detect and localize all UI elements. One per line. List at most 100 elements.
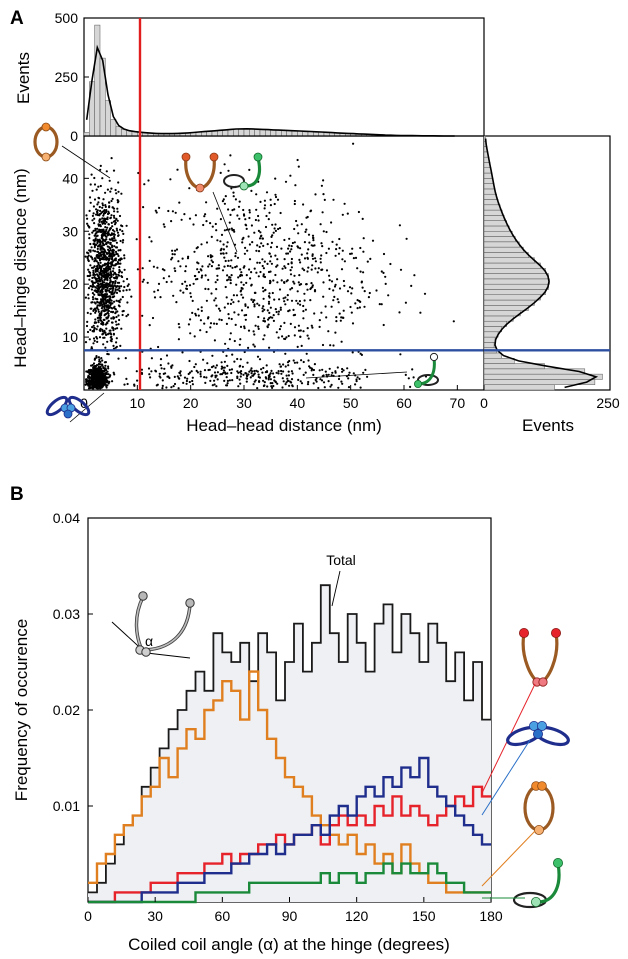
scatter-point bbox=[284, 352, 287, 355]
scatter-point bbox=[209, 326, 212, 329]
scatter-point bbox=[98, 273, 101, 276]
scatter-point bbox=[328, 367, 331, 370]
scatter-point bbox=[350, 252, 353, 255]
scatter-point bbox=[303, 299, 306, 302]
scatter-point bbox=[85, 324, 89, 328]
scatter-point bbox=[187, 323, 190, 326]
scatter-point bbox=[102, 336, 105, 339]
scatter-point bbox=[119, 249, 122, 252]
scatter-point bbox=[249, 376, 252, 379]
scatter-point bbox=[98, 252, 101, 255]
scatter-point bbox=[107, 309, 110, 313]
scatter-point bbox=[122, 239, 125, 242]
scatter-point bbox=[296, 302, 299, 305]
scatter-point bbox=[356, 267, 359, 270]
scatter-point bbox=[361, 286, 364, 289]
scatter-point bbox=[239, 382, 242, 385]
scatter-point bbox=[247, 373, 250, 376]
scatter-point bbox=[164, 372, 167, 375]
scatter-point bbox=[98, 376, 101, 379]
scatter-point bbox=[172, 385, 175, 388]
scatter-point bbox=[193, 335, 196, 338]
scatter-point bbox=[268, 296, 271, 299]
scatter-point bbox=[195, 369, 198, 372]
scatter-point bbox=[261, 264, 264, 268]
scatter-point bbox=[102, 301, 105, 304]
scatter-point bbox=[274, 229, 277, 232]
scatter-point bbox=[101, 275, 104, 278]
scatter-point bbox=[112, 220, 115, 223]
scatter-point bbox=[233, 339, 236, 343]
scatter-point bbox=[293, 274, 296, 277]
scatter-point bbox=[356, 376, 359, 379]
scatter-point bbox=[357, 210, 360, 214]
scatter-point bbox=[91, 219, 94, 222]
scatter-point bbox=[289, 269, 292, 272]
scatter-point bbox=[100, 381, 103, 384]
scatter-point bbox=[94, 302, 97, 305]
scatter-point bbox=[248, 209, 251, 212]
scatter-point bbox=[141, 314, 144, 317]
scatter-point bbox=[337, 252, 341, 255]
scatter-point bbox=[237, 371, 240, 374]
scatter-point bbox=[104, 257, 107, 260]
scatter-point bbox=[267, 318, 270, 321]
scatter-point bbox=[249, 277, 252, 280]
folded-state-green-icon bbox=[512, 857, 563, 909]
scatter-point bbox=[303, 269, 306, 272]
scatter-point bbox=[106, 226, 109, 229]
scatter-point bbox=[98, 381, 102, 384]
scatter-point bbox=[252, 330, 255, 333]
scatter-point bbox=[229, 154, 232, 157]
scatter-point bbox=[359, 386, 362, 389]
scatter-point bbox=[108, 273, 111, 277]
scatter-point bbox=[229, 213, 232, 216]
scatter-point bbox=[112, 254, 116, 257]
scatter-point bbox=[242, 208, 245, 212]
scatter-point bbox=[90, 374, 94, 377]
scatter-point bbox=[207, 265, 210, 268]
scatter-point bbox=[101, 242, 105, 245]
scatter-point bbox=[121, 310, 124, 313]
scatter-point bbox=[108, 249, 111, 253]
scatter-point bbox=[104, 267, 107, 270]
scatter-point bbox=[111, 225, 114, 228]
scatter-point bbox=[238, 217, 241, 220]
scatter-point bbox=[330, 280, 334, 283]
right-histogram-bar bbox=[483, 183, 495, 190]
scatter-point bbox=[220, 318, 223, 322]
scatter-point bbox=[205, 376, 208, 379]
scatter-point bbox=[104, 205, 107, 208]
scatter-point bbox=[237, 313, 240, 316]
scatter-point bbox=[337, 301, 340, 304]
scatter-point bbox=[100, 311, 103, 314]
scatter-point bbox=[106, 299, 109, 302]
scatter-point bbox=[330, 221, 333, 224]
scatter-point bbox=[203, 369, 207, 372]
scatter-point bbox=[248, 268, 251, 271]
scatter-point bbox=[150, 370, 153, 373]
scatter-point bbox=[225, 245, 228, 248]
scatter-point bbox=[126, 277, 129, 281]
scatter-point bbox=[112, 371, 115, 374]
scatter-point bbox=[197, 271, 200, 274]
scatter-point bbox=[384, 275, 387, 278]
top-histogram-bar bbox=[105, 100, 111, 137]
scatter-point bbox=[203, 215, 206, 218]
scatter-point bbox=[92, 367, 95, 370]
scatter-point bbox=[207, 278, 210, 281]
right-histogram-bar bbox=[483, 373, 603, 380]
scatter-point bbox=[157, 282, 161, 285]
scatter-point bbox=[90, 346, 93, 349]
scatter-point bbox=[206, 362, 209, 365]
scatter-point bbox=[297, 246, 300, 249]
scatter-point bbox=[92, 298, 95, 301]
scatter-point bbox=[267, 218, 270, 221]
scatter-point bbox=[100, 247, 104, 250]
scatter-point bbox=[107, 314, 110, 317]
scatter-point bbox=[93, 289, 96, 292]
right-histogram-bar bbox=[483, 268, 546, 274]
